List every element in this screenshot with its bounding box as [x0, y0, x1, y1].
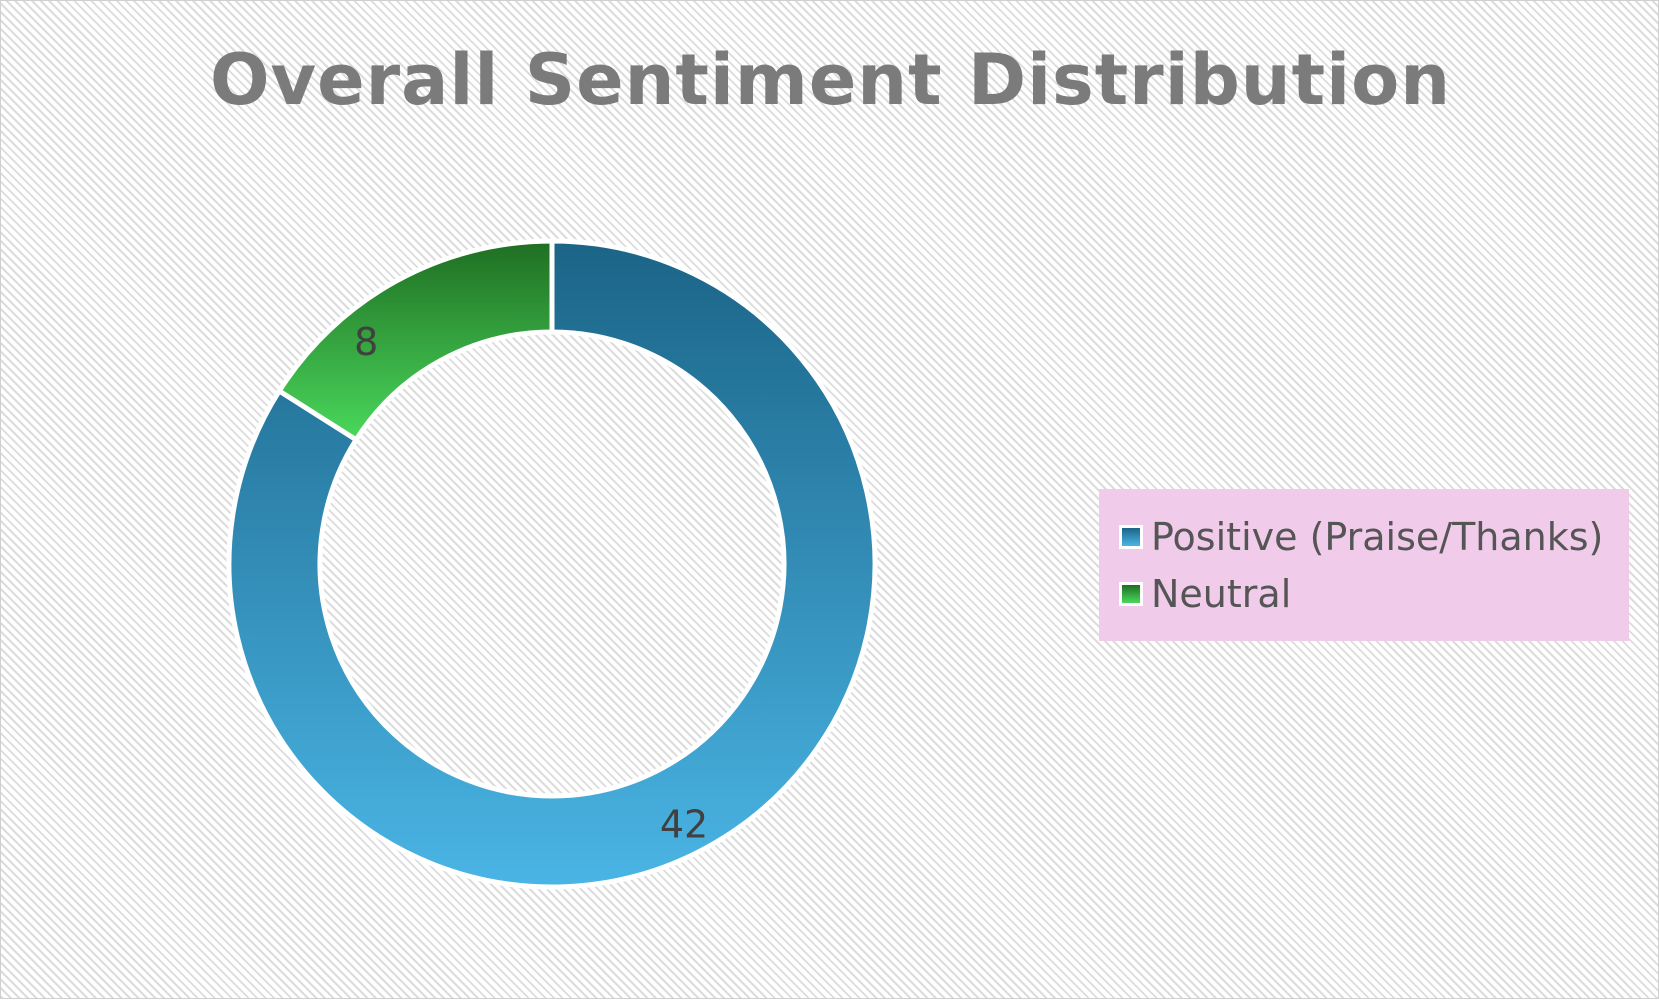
legend-swatch-positive: [1119, 525, 1143, 549]
donut-slice-neutral: [275, 238, 555, 444]
legend-item-neutral: Neutral: [1119, 569, 1291, 619]
legend-item-positive: Positive (Praise/Thanks): [1119, 512, 1603, 562]
legend-label-positive: Positive (Praise/Thanks): [1151, 515, 1604, 559]
donut-slice-positive: [226, 238, 878, 890]
legend-swatch-neutral: [1119, 582, 1143, 606]
data-label-neutral: 8: [354, 320, 378, 364]
chart-title: Overall Sentiment Distribution: [209, 39, 1452, 121]
chart-legend: Positive (Praise/Thanks) Neutral: [1099, 489, 1629, 641]
legend-label-neutral: Neutral: [1151, 572, 1292, 616]
data-label-positive: 42: [660, 803, 708, 847]
